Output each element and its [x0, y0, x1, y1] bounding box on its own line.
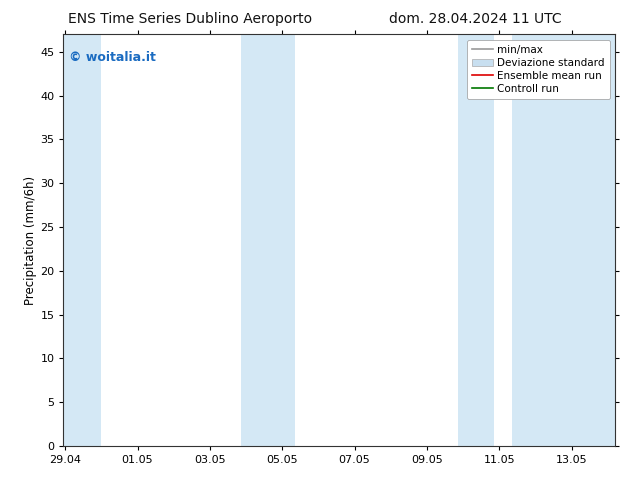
Legend: min/max, Deviazione standard, Ensemble mean run, Controll run: min/max, Deviazione standard, Ensemble m… — [467, 40, 610, 99]
Text: ENS Time Series Dublino Aeroporto: ENS Time Series Dublino Aeroporto — [68, 12, 313, 26]
Text: © woitalia.it: © woitalia.it — [69, 51, 156, 64]
Y-axis label: Precipitation (mm/6h): Precipitation (mm/6h) — [25, 175, 37, 305]
Bar — [63, 34, 101, 446]
Text: dom. 28.04.2024 11 UTC: dom. 28.04.2024 11 UTC — [389, 12, 562, 26]
Bar — [241, 34, 295, 446]
Bar — [458, 34, 494, 446]
Bar — [512, 34, 615, 446]
